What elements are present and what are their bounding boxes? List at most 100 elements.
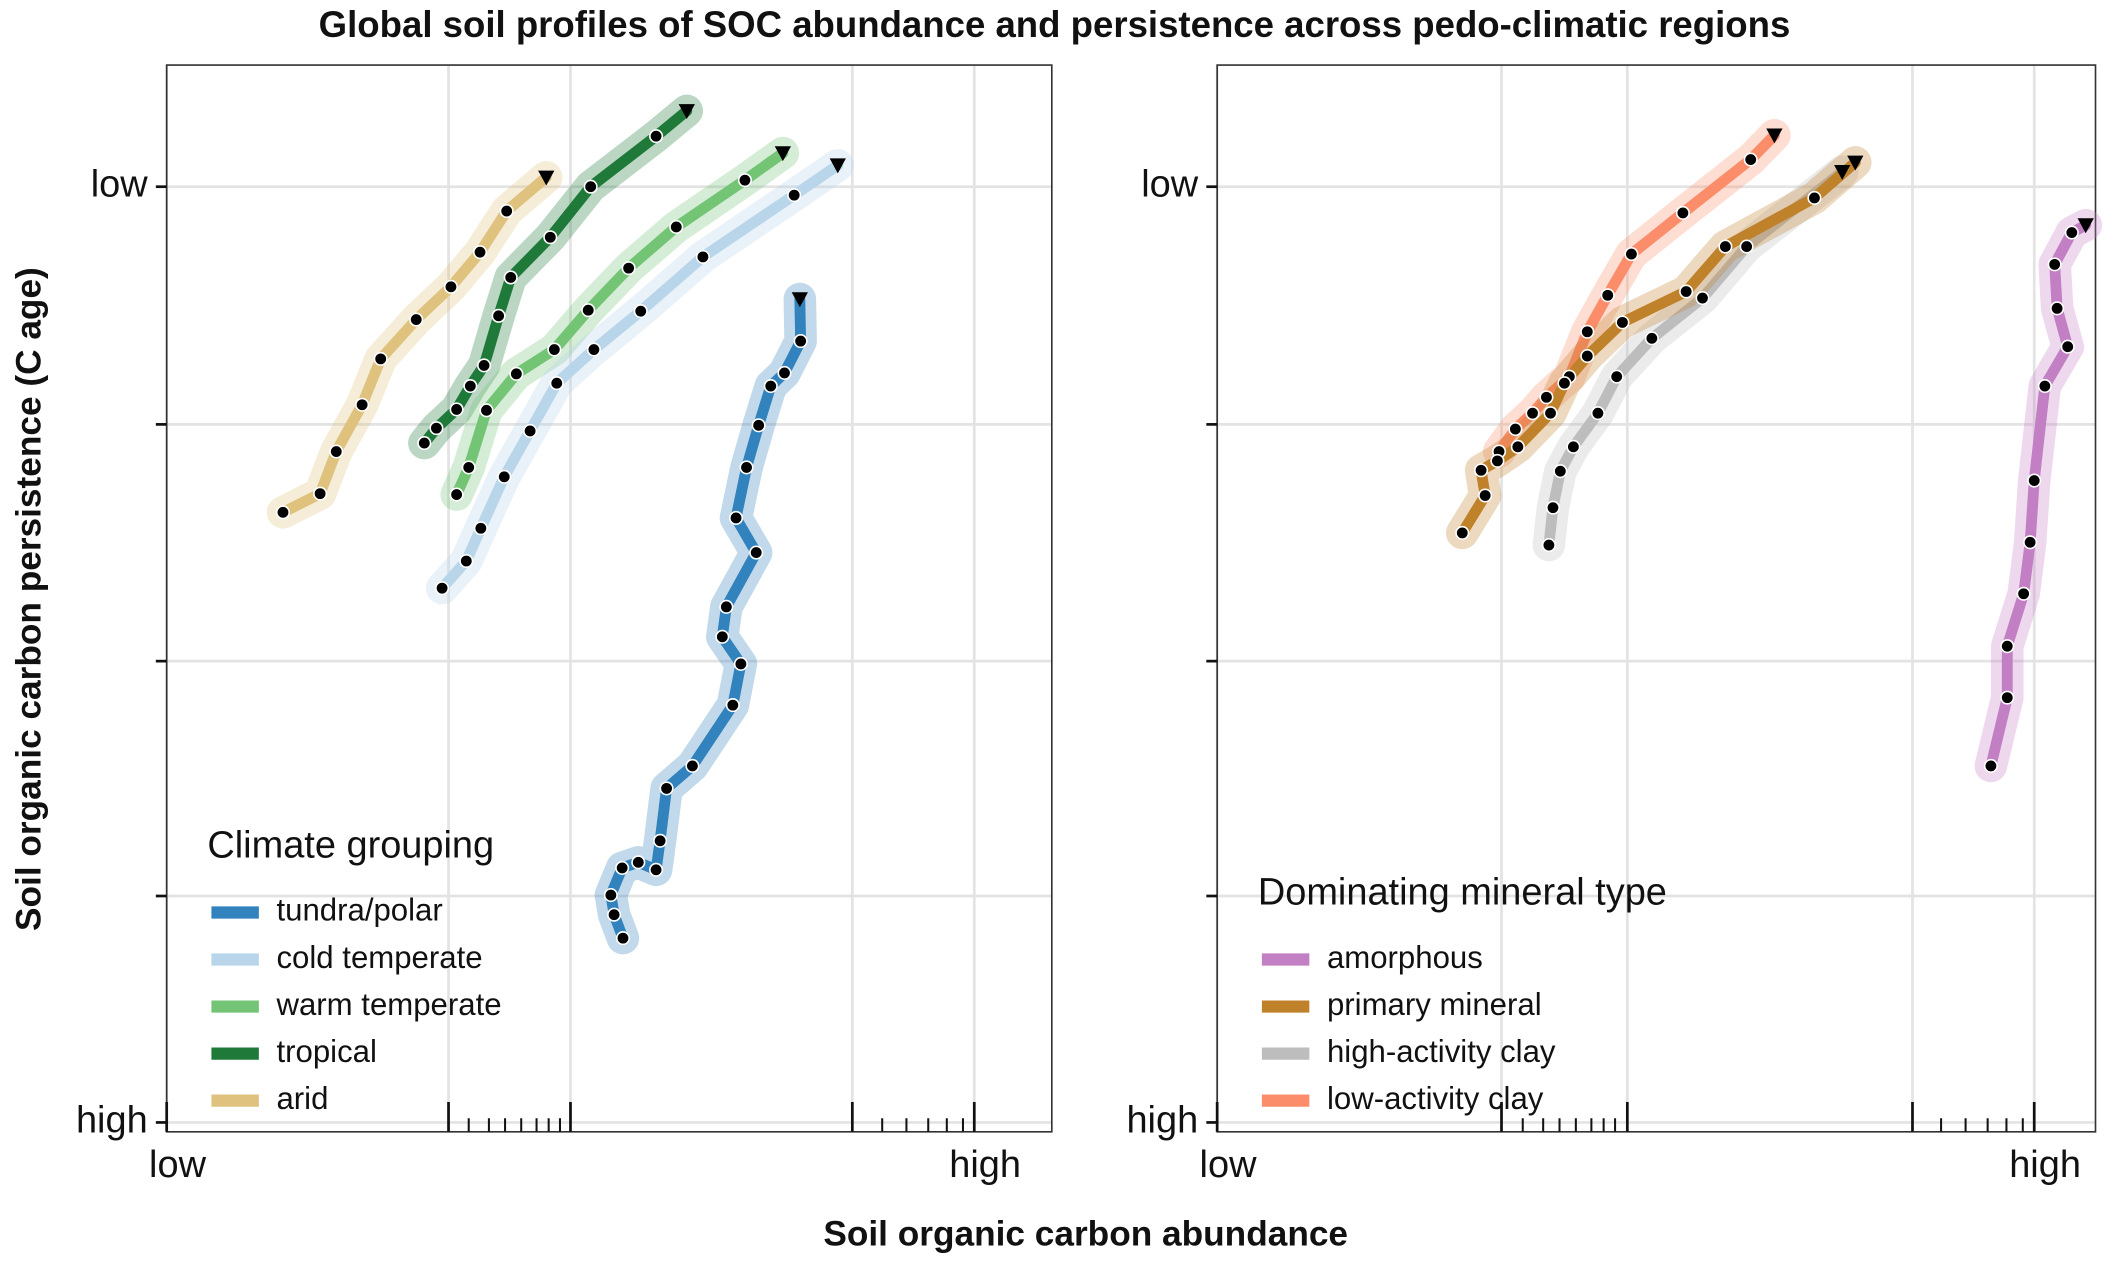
data-point: [737, 173, 752, 188]
data-point: [1525, 406, 1540, 421]
series-line: [277, 171, 552, 518]
data-point: [1807, 190, 1822, 205]
data-point: [547, 342, 562, 357]
data-point: [463, 378, 478, 394]
data-point: [2050, 301, 2065, 316]
data-point: [1743, 152, 1758, 167]
data-point: [2000, 690, 2015, 705]
data-point: [1543, 406, 1558, 421]
data-point: [443, 279, 459, 294]
data-point: [1600, 288, 1615, 303]
data-point: [719, 599, 734, 614]
data-point: [621, 261, 636, 276]
data-point: [1541, 538, 1556, 553]
data-point: [1545, 500, 1561, 515]
legend-title: Dominating mineral type: [1258, 871, 1667, 913]
end-marker: [791, 292, 808, 308]
data-point: [1679, 284, 1694, 299]
data-point: [685, 758, 700, 773]
data-point: [429, 421, 444, 436]
data-point: [777, 365, 792, 380]
data-point: [2037, 378, 2052, 394]
legend-label: tundra/polar: [276, 893, 442, 928]
data-point: [1580, 349, 1595, 364]
data-point: [2060, 339, 2075, 354]
data-point: [275, 505, 291, 520]
data-point: [373, 351, 388, 366]
legend-label: primary mineral: [1327, 987, 1542, 1022]
end-marker: [829, 158, 846, 174]
data-point: [2000, 639, 2015, 654]
end-marker: [538, 170, 555, 186]
data-point: [1510, 439, 1525, 454]
data-point: [417, 436, 432, 451]
x-tick-label: high: [2009, 1144, 2081, 1186]
y-tick-label: high: [1126, 1099, 1198, 1141]
data-point: [1624, 247, 1639, 262]
data-point: [461, 460, 476, 475]
data-point: [477, 358, 492, 373]
x-tick-label: low: [149, 1144, 207, 1186]
legend-label: warm temperate: [275, 987, 501, 1022]
data-point: [449, 402, 464, 417]
data-point: [586, 342, 601, 357]
chart-title: Global soil profiles of SOC abundance an…: [319, 4, 1791, 45]
plot-frame: [1216, 64, 2097, 1133]
x-axis-label: Soil organic carbon abundance: [823, 1214, 1348, 1253]
legend-label: arid: [276, 1081, 328, 1116]
data-point: [2064, 225, 2079, 240]
data-point: [473, 521, 488, 536]
data-point: [2047, 257, 2062, 272]
data-point: [1675, 205, 1690, 220]
y-tick-label: low: [91, 164, 149, 206]
data-point: [749, 545, 764, 560]
data-point: [659, 781, 674, 796]
data-point: [1490, 453, 1505, 468]
end-marker: [1847, 155, 1864, 171]
data-point: [1474, 463, 1489, 478]
data-point: [459, 553, 474, 569]
data-point: [739, 460, 754, 475]
data-point: [763, 378, 778, 394]
end-marker: [678, 104, 695, 120]
data-point: [1580, 324, 1595, 339]
data-point: [479, 403, 494, 418]
data-point: [1615, 315, 1630, 330]
legend-label: high-activity clay: [1327, 1034, 1556, 1069]
data-point: [549, 376, 564, 391]
data-point: [1609, 369, 1624, 384]
data-point: [509, 366, 524, 381]
data-point: [1478, 488, 1493, 503]
data-point: [725, 698, 740, 713]
data-point: [649, 862, 664, 877]
data-point: [409, 312, 424, 327]
data-point: [2016, 586, 2031, 601]
data-point: [1455, 525, 1470, 540]
x-tick-label: low: [1200, 1144, 1258, 1186]
data-point: [793, 334, 808, 349]
data-point: [715, 629, 730, 644]
y-tick-label: low: [1141, 164, 1199, 206]
data-point: [631, 855, 646, 870]
plot-frame: [165, 64, 1053, 1133]
legend-title: Climate grouping: [207, 824, 494, 866]
data-point: [1566, 439, 1581, 454]
data-point: [669, 219, 684, 234]
end-marker: [1766, 128, 1783, 144]
data-point: [543, 230, 558, 245]
series-line: [605, 293, 807, 944]
series-line: [1543, 166, 1848, 551]
data-point: [583, 179, 598, 194]
data-point: [499, 203, 514, 219]
end-marker: [774, 146, 792, 162]
data-point: [497, 469, 512, 484]
data-point: [472, 245, 488, 260]
data-point: [1539, 390, 1554, 405]
x-tick-label: high: [949, 1144, 1021, 1186]
data-point: [313, 486, 328, 501]
data-point: [2027, 473, 2042, 488]
data-point: [1718, 239, 1733, 254]
data-point: [1590, 406, 1605, 421]
data-point: [1695, 291, 1710, 306]
